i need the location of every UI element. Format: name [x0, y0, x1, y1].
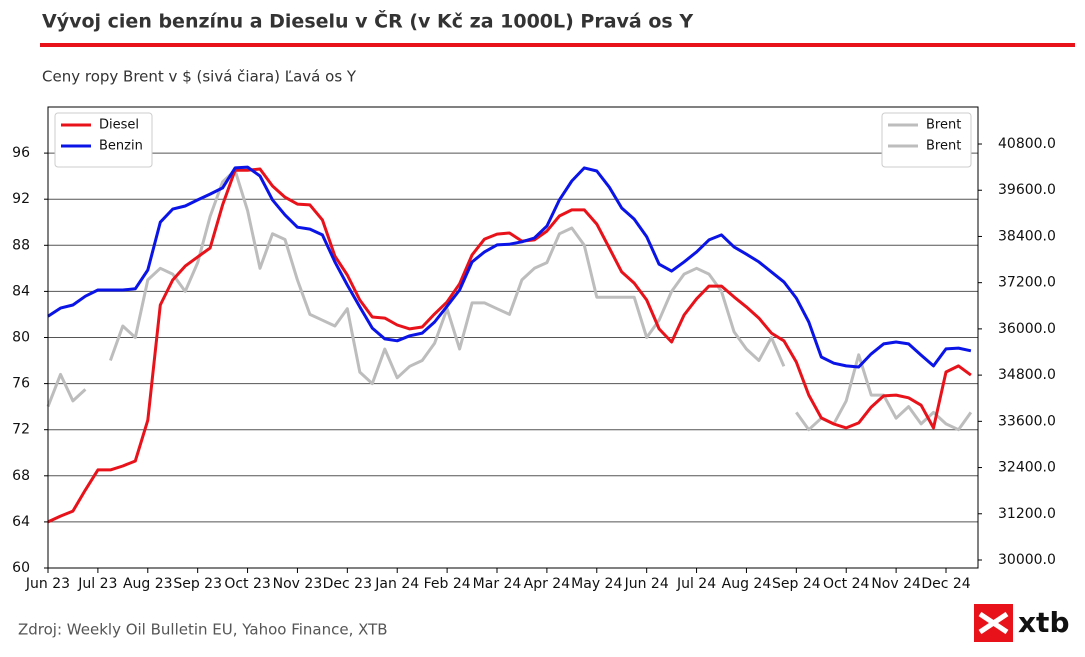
y2-tick-label: 36000.0 [998, 321, 1056, 337]
y-tick-label: 68 [12, 468, 30, 484]
y-tick-label: 60 [12, 560, 30, 576]
y-tick-label: 96 [12, 145, 30, 161]
x-tick-label: Nov 24 [871, 576, 921, 592]
x-tick-label: Mar 24 [473, 576, 522, 592]
series-line [46, 168, 786, 408]
x-tick-label: Jun 24 [624, 576, 669, 592]
y-tick-label: 76 [12, 376, 30, 392]
legend-label: Benzin [99, 139, 143, 154]
legend-label: Brent [926, 118, 961, 133]
series-line [47, 167, 972, 524]
y-tick-label: 84 [12, 283, 30, 299]
y-tick-label: 64 [12, 514, 30, 530]
source-note: Zdroj: Weekly Oil Bulletin EU, Yahoo Fin… [18, 621, 388, 639]
y-tick-label: 88 [12, 237, 30, 253]
y2-tick-label: 37200.0 [998, 275, 1056, 291]
y2-tick-label: 32400.0 [998, 460, 1056, 476]
y2-tick-label: 33600.0 [998, 413, 1056, 429]
series-line [47, 165, 972, 369]
y2-tick-label: 39600.0 [998, 182, 1056, 198]
x-tick-label: Feb 24 [424, 576, 471, 592]
x-tick-label: Jun 23 [25, 576, 70, 592]
x-tick-label: Aug 23 [123, 576, 173, 592]
plot-frame [47, 106, 979, 569]
x-tick-label: Dec 23 [323, 576, 372, 592]
legend-label: Brent [926, 139, 961, 154]
x-tick-label: Dec 24 [921, 576, 970, 592]
logo: xtb [974, 604, 1070, 642]
x-tick-label: Oct 24 [823, 576, 870, 592]
x-tick-label: Jul 23 [77, 576, 117, 592]
chart-title: Vývoj cien benzínu a Dieselu v ČR (v Kč … [42, 9, 693, 33]
x-tick-label: Oct 23 [224, 576, 270, 592]
x-tick-label: Nov 23 [273, 576, 323, 592]
x-tick-label: Jul 24 [676, 576, 716, 592]
x-tick-label: Apr 24 [524, 576, 571, 592]
y-tick-label: 72 [12, 422, 30, 438]
legend-label: Diesel [99, 118, 139, 133]
y2-tick-label: 34800.0 [998, 367, 1056, 383]
chart-subtitle: Ceny ropy Brent v $ (sivá čiara) Ľavá os… [42, 68, 357, 86]
x-tick-label: May 24 [571, 576, 622, 592]
y-tick-label: 80 [12, 330, 30, 346]
logo-x [978, 611, 1009, 635]
x-tick-label: Sep 24 [772, 576, 821, 592]
x-tick-label: Jan 24 [374, 576, 419, 592]
y2-tick-label: 30000.0 [998, 552, 1056, 568]
x-tick-label: Aug 24 [722, 576, 772, 592]
y-tick-label: 92 [12, 191, 30, 207]
logo-text: xtb [1018, 606, 1070, 639]
y2-tick-label: 31200.0 [998, 506, 1056, 522]
y2-tick-label: 38400.0 [998, 228, 1056, 244]
y2-tick-label: 40800.0 [998, 136, 1056, 152]
x-tick-label: Sep 23 [173, 576, 222, 592]
